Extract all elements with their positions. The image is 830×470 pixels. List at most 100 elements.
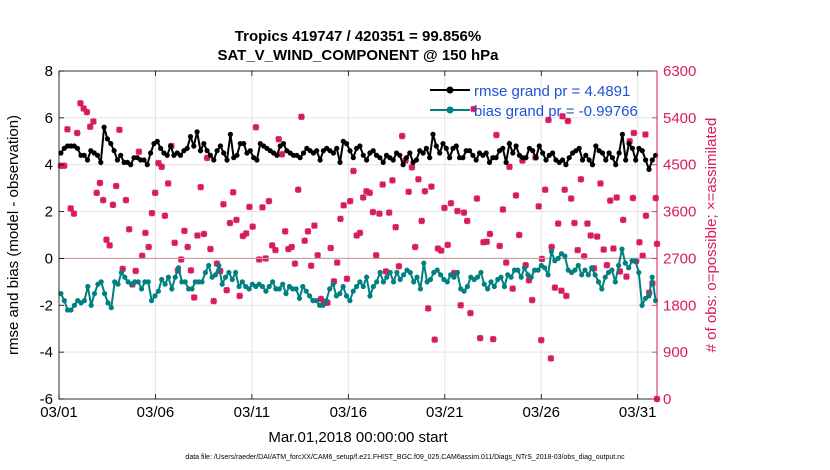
bias-point bbox=[521, 265, 528, 271]
bias-point bbox=[612, 279, 618, 285]
obs-count-point bbox=[483, 238, 490, 246]
obs-count-point bbox=[135, 148, 143, 155]
rmse-point bbox=[211, 157, 217, 163]
bias-point bbox=[616, 262, 622, 269]
bias-point bbox=[485, 286, 491, 292]
obs-count-point bbox=[337, 215, 344, 223]
obs-count-point bbox=[67, 205, 74, 212]
bias-point bbox=[354, 283, 360, 290]
footer-data-file: data file: /Users/raeder/DAI/ATM_forcXX/… bbox=[185, 454, 625, 461]
y-left-tick-label: -6 bbox=[40, 391, 53, 408]
obs-count-point bbox=[537, 336, 545, 344]
y-right-tick-label: 6300 bbox=[663, 63, 696, 80]
y-right-tick-label: 900 bbox=[663, 344, 688, 361]
obs-count-point bbox=[447, 199, 455, 207]
rmse-point bbox=[274, 152, 280, 158]
rmse-series bbox=[58, 124, 659, 173]
bias-point bbox=[165, 274, 171, 280]
rmse-point bbox=[207, 152, 213, 158]
bias-point bbox=[236, 283, 242, 290]
rmse-point bbox=[506, 141, 512, 147]
y-left-tick-label: -2 bbox=[40, 297, 53, 314]
obs-count-point bbox=[333, 259, 341, 266]
rmse-point bbox=[609, 155, 616, 161]
obs-count-point bbox=[145, 243, 152, 251]
rmse-point bbox=[344, 141, 350, 147]
obs-count-point bbox=[291, 260, 299, 267]
obs-count-point bbox=[275, 135, 282, 143]
obs-count-point bbox=[473, 195, 481, 202]
y-left-tick-label: 8 bbox=[45, 63, 53, 80]
obs-count-point bbox=[558, 287, 565, 294]
obs-count-point bbox=[77, 100, 84, 107]
bias-point bbox=[374, 279, 380, 285]
obs-count-point bbox=[379, 181, 386, 188]
x-tick-label: 03/21 bbox=[426, 404, 464, 421]
obs-count-point bbox=[389, 177, 396, 184]
bias-point bbox=[88, 302, 94, 308]
rmse-point bbox=[297, 155, 303, 161]
rmse-point bbox=[154, 138, 160, 144]
obs-count-point bbox=[346, 197, 354, 205]
obs-count-point bbox=[606, 197, 614, 204]
rmse-point bbox=[500, 145, 506, 151]
bias-point bbox=[508, 274, 514, 280]
rmse-point bbox=[473, 157, 479, 163]
obs-count-point bbox=[584, 220, 591, 227]
obs-count-point bbox=[642, 212, 650, 220]
rmse-point bbox=[217, 143, 223, 149]
y-right-tick-label: 5400 bbox=[663, 110, 696, 127]
rmse-point bbox=[603, 157, 609, 163]
bias-point bbox=[58, 291, 64, 297]
obs-count-point bbox=[639, 252, 646, 260]
rmse-point bbox=[613, 162, 619, 168]
rmse-point bbox=[639, 148, 645, 154]
rmse-point bbox=[619, 131, 626, 137]
bias-point bbox=[199, 279, 205, 285]
obs-count-point bbox=[418, 217, 425, 225]
bias-point bbox=[343, 293, 350, 299]
rmse-point bbox=[390, 157, 396, 163]
obs-count-point bbox=[463, 217, 471, 225]
bias-point bbox=[384, 274, 390, 280]
obs-count-point bbox=[194, 232, 201, 239]
rmse-point bbox=[560, 157, 566, 163]
bias-point bbox=[340, 283, 346, 290]
obs-count-point bbox=[366, 189, 373, 197]
rmse-point bbox=[204, 148, 210, 154]
obs-count-point bbox=[242, 230, 250, 237]
obs-count-point bbox=[496, 242, 503, 250]
obs-count-point bbox=[304, 228, 312, 235]
rmse-point bbox=[330, 150, 336, 156]
obs-count-point bbox=[197, 183, 204, 191]
obs-count-point bbox=[470, 105, 477, 113]
obs-count-point bbox=[616, 268, 624, 275]
bias-point bbox=[152, 293, 158, 299]
rmse-point bbox=[280, 141, 287, 147]
obs-count-point bbox=[506, 163, 513, 171]
rmse-point bbox=[337, 159, 343, 165]
rmse-point bbox=[563, 162, 569, 168]
legend-rmse-label: rmse grand pr = 4.4891 bbox=[474, 83, 630, 100]
bias-point bbox=[81, 298, 87, 304]
bias-point bbox=[414, 274, 420, 280]
rmse-point bbox=[357, 143, 363, 149]
rmse-point bbox=[194, 129, 200, 135]
obs-count-point bbox=[171, 239, 178, 247]
bias-point bbox=[327, 286, 333, 292]
bias-point bbox=[149, 298, 155, 304]
obs-count-point bbox=[151, 189, 159, 197]
obs-count-point bbox=[90, 118, 97, 125]
bias-point bbox=[397, 276, 403, 283]
bias-point bbox=[323, 298, 329, 304]
bias-point bbox=[263, 288, 269, 294]
rmse-point bbox=[626, 141, 632, 147]
rmse-point bbox=[593, 143, 599, 149]
obs-count-point bbox=[272, 246, 279, 254]
obs-count-point bbox=[281, 228, 289, 235]
bias-point bbox=[246, 286, 252, 292]
bias-point bbox=[98, 279, 104, 285]
obs-count-point bbox=[116, 126, 123, 134]
obs-count-point bbox=[265, 197, 273, 205]
bias-point bbox=[542, 265, 548, 271]
